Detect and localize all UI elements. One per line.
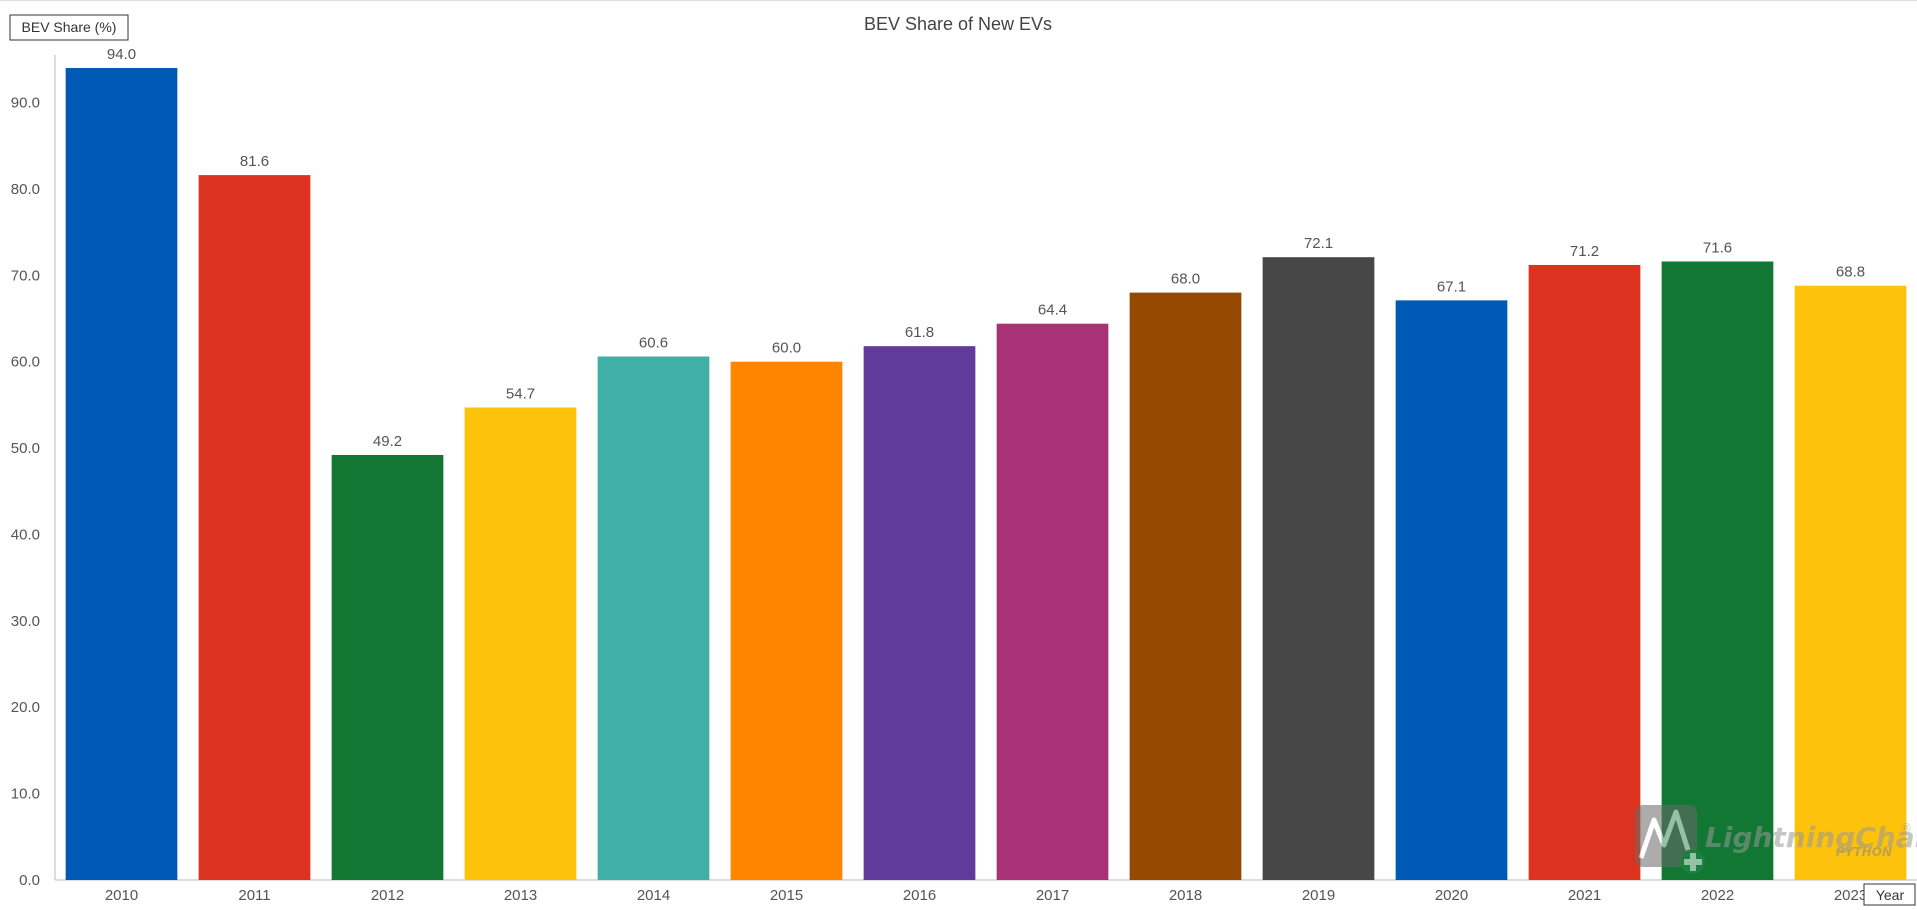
lightningchart-logo-icon [1635,805,1705,874]
y-tick-label: 10.0 [11,786,40,803]
bar-2014[interactable] [597,356,710,880]
x-tick-label: 2023 [1834,887,1867,904]
watermark-brand: LightningChart [1705,821,1917,854]
y-tick-label: 50.0 [11,440,40,457]
bar-2020[interactable] [1395,300,1508,880]
data-label-2014: 60.6 [639,335,668,352]
data-label-2012: 49.2 [373,433,402,450]
y-tick-label: 80.0 [11,181,40,198]
x-tick-label: 2014 [637,887,670,904]
bar-2012[interactable] [331,454,444,880]
data-label-2011: 81.6 [240,153,269,170]
data-label-2013: 54.7 [506,385,535,402]
chart-title: BEV Share of New EVs [864,14,1052,34]
bar-2013[interactable] [464,407,577,880]
x-tick-label: 2013 [504,887,537,904]
y-tick-label: 40.0 [11,526,40,543]
y-axis-title: BEV Share (%) [9,14,129,41]
x-tick-label: 2017 [1036,887,1069,904]
data-label-2017: 64.4 [1038,302,1067,319]
data-label-2010: 94.0 [107,46,136,63]
x-tick-labels: 2010 2011 2012 2013 2014 2015 2016 2017 2018 2019… [105,887,1867,904]
x-tick-label: 2015 [770,887,803,904]
x-axis-title-text: Year [1876,887,1905,903]
bar-2011[interactable] [198,175,311,881]
bar-2018[interactable] [1129,292,1242,881]
y-tick-labels: 0.0 10.0 20.0 30.0 40.0 50.0 60.0 70.0 80.0 90.0 [11,95,40,889]
x-tick-label: 2011 [238,887,270,904]
x-tick-label: 2019 [1302,887,1335,904]
bar-2016[interactable] [863,346,976,880]
bar-2015[interactable] [730,361,843,880]
top-border [0,0,1917,1]
y-tick-label: 30.0 [11,613,40,630]
y-tick-label: 20.0 [11,699,40,716]
data-labels: 94.0 81.6 49.2 54.7 60.6 60.0 61.8 64.4 68.0 72.1… [107,46,1865,450]
bars [65,68,1907,881]
data-label-2018: 68.0 [1171,271,1200,288]
data-label-2016: 61.8 [905,324,934,341]
bar-2023[interactable] [1794,285,1907,880]
x-axis-title: Year [1863,883,1916,906]
x-tick-label: 2022 [1701,887,1734,904]
data-label-2015: 60.0 [772,340,801,357]
watermark-sub: PYTHON [1836,845,1892,859]
bar-2019[interactable] [1262,257,1375,880]
x-tick-label: 2020 [1435,887,1468,904]
y-tick-label: 60.0 [11,354,40,371]
y-tick-label: 70.0 [11,267,40,284]
y-tick-label: 0.0 [19,872,40,889]
bar-2017[interactable] [996,323,1109,880]
data-label-2023: 68.8 [1836,264,1865,281]
lightningchart-watermark: LightningChart ® PYTHON [1635,805,1917,874]
x-tick-label: 2018 [1169,887,1202,904]
bar-2021[interactable] [1528,264,1641,880]
x-tick-label: 2016 [903,887,936,904]
y-axis-title-text: BEV Share (%) [22,19,117,35]
bar-2010[interactable] [65,68,178,880]
x-tick-label: 2021 [1568,887,1601,904]
data-label-2020: 67.1 [1437,278,1466,295]
x-tick-label: 2012 [371,887,404,904]
x-tick-label: 2010 [105,887,138,904]
watermark-registered: ® [1900,821,1912,835]
data-label-2021: 71.2 [1570,243,1599,260]
data-label-2019: 72.1 [1304,235,1333,252]
data-label-2022: 71.6 [1703,239,1732,256]
y-tick-label: 90.0 [11,95,40,112]
bar-2022[interactable] [1661,261,1774,880]
